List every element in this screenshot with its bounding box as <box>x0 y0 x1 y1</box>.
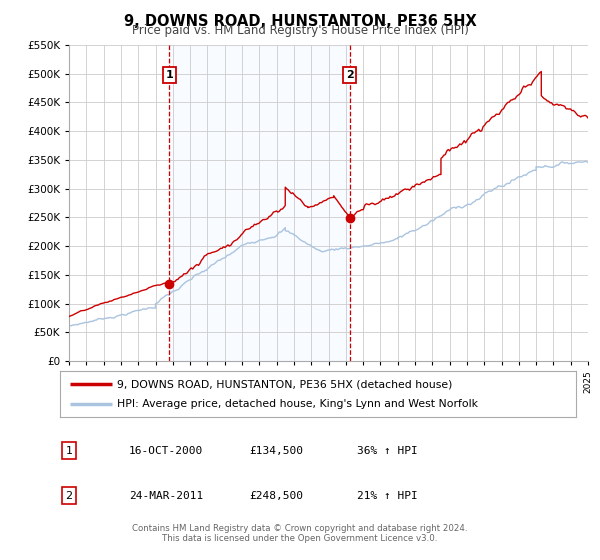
Text: HPI: Average price, detached house, King's Lynn and West Norfolk: HPI: Average price, detached house, King… <box>117 399 478 409</box>
Text: 16-OCT-2000: 16-OCT-2000 <box>129 446 203 456</box>
Bar <box>169 45 350 361</box>
Text: Price paid vs. HM Land Registry's House Price Index (HPI): Price paid vs. HM Land Registry's House … <box>131 24 469 37</box>
Text: 21% ↑ HPI: 21% ↑ HPI <box>357 491 418 501</box>
Text: 24-MAR-2011: 24-MAR-2011 <box>129 491 203 501</box>
Text: This data is licensed under the Open Government Licence v3.0.: This data is licensed under the Open Gov… <box>163 534 437 543</box>
Text: 1: 1 <box>165 70 173 80</box>
Text: Contains HM Land Registry data © Crown copyright and database right 2024.: Contains HM Land Registry data © Crown c… <box>132 524 468 533</box>
Text: £134,500: £134,500 <box>249 446 303 456</box>
Text: 2: 2 <box>346 70 353 80</box>
Text: 9, DOWNS ROAD, HUNSTANTON, PE36 5HX (detached house): 9, DOWNS ROAD, HUNSTANTON, PE36 5HX (det… <box>117 379 452 389</box>
Text: 1: 1 <box>65 446 73 456</box>
Text: 36% ↑ HPI: 36% ↑ HPI <box>357 446 418 456</box>
Text: 9, DOWNS ROAD, HUNSTANTON, PE36 5HX: 9, DOWNS ROAD, HUNSTANTON, PE36 5HX <box>124 14 476 29</box>
Text: £248,500: £248,500 <box>249 491 303 501</box>
Text: 2: 2 <box>65 491 73 501</box>
